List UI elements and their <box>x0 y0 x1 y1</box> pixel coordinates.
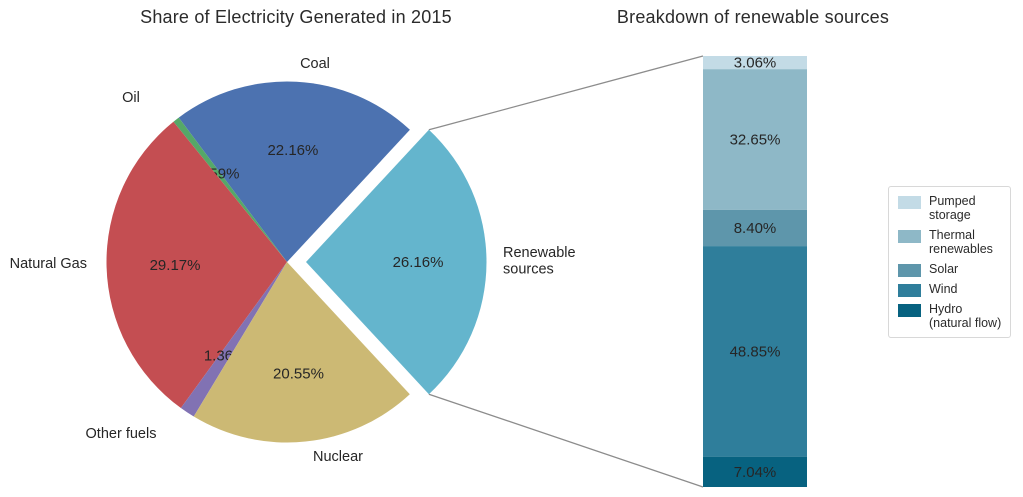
pie-value-natural-gas: 29.17% <box>150 257 201 274</box>
legend-swatch-solar <box>898 263 921 277</box>
legend: Pumped storage Thermal renewables Solar Wind H… <box>888 186 1012 339</box>
bar-segment-wind <box>703 246 807 457</box>
bar-segment-thermal-renewables <box>703 69 807 210</box>
pie-label-other-fuels: Other fuels <box>86 426 157 442</box>
bar-segment-pumped-storage <box>703 56 807 70</box>
pie-chart-title: Share of Electricity Generated in 2015 <box>140 7 452 27</box>
legend-item-solar: Solar <box>898 262 1001 277</box>
legend-item-pumped-storage: Pumped storage <box>898 194 1001 223</box>
legend-item-thermal-renewables: Thermal renewables <box>898 228 1001 257</box>
pie-label-coal: Coal <box>300 56 330 72</box>
bar-value-solar: 8.40% <box>734 220 777 237</box>
legend-label-wind: Wind <box>929 281 958 296</box>
legend-swatch-pumped-storage <box>898 196 921 209</box>
pie-label-oil: Oil <box>122 90 140 106</box>
pie-slice-other-fuels <box>180 262 287 417</box>
legend-label-hydro-natural-flow: Hydro (natural flow) <box>929 301 1002 330</box>
pie-value-renewable-sources: 26.16% <box>393 254 444 271</box>
pie-label-renewable-sources: Renewable sources <box>503 245 576 278</box>
legend-swatch-wind <box>898 283 921 297</box>
bar-value-hydro-natural-flow: 7.04% <box>734 464 777 481</box>
legend-label-solar: Solar <box>929 261 959 276</box>
bar-value-wind: 48.85% <box>730 343 781 360</box>
pie-value-nuclear: 20.55% <box>273 365 324 382</box>
pie-label-nuclear: Nuclear <box>313 449 363 465</box>
legend-swatch-thermal-renewables <box>898 229 921 243</box>
pie-slice-nuclear <box>193 262 410 443</box>
bar-value-thermal-renewables: 32.65% <box>730 132 781 149</box>
pie-slice-oil <box>173 117 287 262</box>
connector-line-bottom <box>428 393 704 488</box>
bar-segment-hydro-natural-flow <box>703 456 807 487</box>
connector-line-top <box>428 55 704 131</box>
legend-label-thermal-renewables: Thermal renewables <box>929 227 993 257</box>
pie-value-coal: 22.16% <box>267 142 318 159</box>
bar-chart-title: Breakdown of renewable sources <box>616 7 890 27</box>
pie-slice-renewable-sources <box>306 129 487 395</box>
bar-segment-solar <box>703 209 807 247</box>
bar-value-pumped-storage: 3.06% <box>734 55 777 72</box>
legend-item-wind: Wind <box>898 282 1001 297</box>
legend-swatch-hydro-natural-flow <box>898 303 921 317</box>
legend-item-hydro-natural-flow: Hydro (natural flow) <box>898 302 1001 331</box>
pie-slice-coal <box>178 81 410 262</box>
pie-label-natural-gas: Natural Gas <box>10 256 87 272</box>
pie-slice-natural-gas <box>106 121 287 409</box>
legend-label-pumped-storage: Pumped storage <box>929 194 976 223</box>
